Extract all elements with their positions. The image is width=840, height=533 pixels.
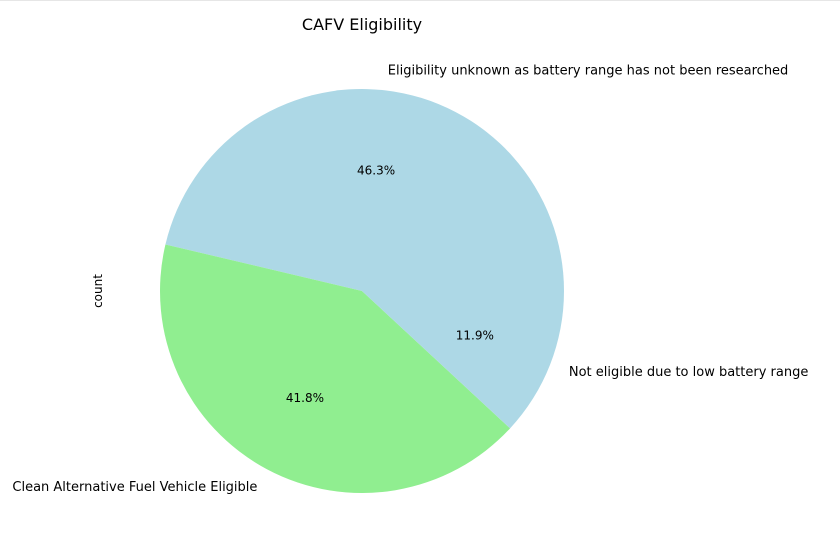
pie-slices [159,88,565,494]
pie-slice-percent-label: 11.9% [456,328,494,342]
pie-labels: 46.3% Eligibility unknown as battery rang… [12,63,808,495]
pie-slice-3 [362,291,564,429]
chart-title: CAFV Eligibility [302,15,422,34]
pie-slice-percent-label: 41.8% [286,391,324,405]
pie-slice-2 [159,244,511,494]
pie-slice-percent-label: 46.3% [357,164,395,178]
top-divider [0,0,840,1]
y-axis-label: count [91,274,105,308]
pie-slice-category-label: Clean Alternative Fuel Vehicle Eligible [12,480,257,495]
pie-slice-category-label: Not eligible due to low battery range [569,365,809,380]
pie-slice-1 [165,88,565,292]
pie-slice-category-label: Eligibility unknown as battery range has… [388,63,789,78]
